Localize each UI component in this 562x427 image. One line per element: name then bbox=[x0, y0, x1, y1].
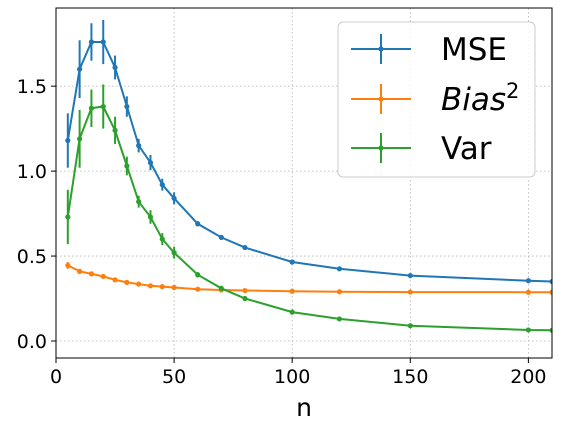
bias-point bbox=[112, 277, 118, 283]
legend-box bbox=[337, 21, 536, 178]
var-point bbox=[100, 103, 106, 110]
ticks: 0 50 100 150 200 0.0 0.5 1.0 1.5 bbox=[17, 76, 547, 388]
mse-point bbox=[136, 143, 142, 149]
bias-point bbox=[549, 289, 552, 295]
var-point bbox=[65, 214, 71, 220]
x-axis-label: n bbox=[296, 393, 312, 422]
var-point bbox=[289, 309, 295, 315]
bias-point bbox=[88, 271, 95, 277]
mse-point bbox=[100, 39, 106, 45]
mse-point bbox=[112, 64, 118, 71]
mse-point bbox=[525, 278, 531, 284]
y-tick-label: 0.0 bbox=[17, 331, 47, 353]
var-point bbox=[336, 316, 343, 322]
var-point bbox=[195, 272, 201, 278]
var-legend-label: Var bbox=[441, 131, 492, 167]
series-layer bbox=[65, 19, 552, 333]
bias-point bbox=[195, 286, 201, 292]
var-point bbox=[77, 136, 83, 142]
var-point bbox=[147, 214, 154, 220]
mse-legend-marker bbox=[378, 46, 384, 52]
mse-point bbox=[336, 266, 343, 272]
mse-point bbox=[195, 221, 201, 227]
x-tick-label: 50 bbox=[162, 366, 186, 388]
mse-point bbox=[88, 39, 95, 45]
var-point bbox=[407, 323, 413, 329]
legend: MSE Bias2 Var bbox=[337, 21, 536, 178]
plot-frame bbox=[55, 7, 553, 359]
x-tick-label: 0 bbox=[50, 366, 62, 388]
var-legend-marker bbox=[378, 145, 384, 151]
x-tick-label: 100 bbox=[274, 366, 310, 388]
bias-point bbox=[124, 279, 130, 285]
bias-legend-label: Bias2 bbox=[441, 79, 519, 118]
mse-point bbox=[77, 66, 83, 72]
mse-point bbox=[124, 103, 130, 110]
bias-point bbox=[525, 289, 531, 295]
x-tick-label: 200 bbox=[510, 366, 546, 388]
bias-point bbox=[289, 288, 295, 294]
var-point bbox=[136, 199, 142, 205]
bias-point bbox=[159, 284, 165, 290]
bias-point bbox=[77, 268, 83, 274]
mse-point bbox=[218, 234, 224, 240]
x-tick-label: 150 bbox=[392, 366, 428, 388]
var-point bbox=[242, 295, 248, 302]
var-point bbox=[159, 236, 165, 242]
var-point bbox=[218, 285, 224, 291]
var-point bbox=[124, 163, 130, 169]
mse-point bbox=[159, 182, 165, 188]
var-point bbox=[112, 127, 118, 133]
mse-legend-label: MSE bbox=[441, 32, 507, 68]
bias-point bbox=[242, 287, 248, 294]
mse-point bbox=[549, 278, 552, 285]
var-point bbox=[88, 105, 95, 111]
mse-point bbox=[407, 272, 413, 279]
var-point bbox=[171, 250, 177, 256]
mse-series bbox=[65, 19, 552, 285]
bias-point bbox=[171, 284, 177, 291]
mse-point bbox=[242, 244, 248, 251]
mse-point bbox=[65, 137, 71, 144]
bias-point bbox=[336, 289, 343, 295]
y-tick-label: 0.5 bbox=[17, 246, 47, 268]
bias-point bbox=[65, 262, 71, 269]
mse-point bbox=[147, 160, 154, 166]
bias-legend-marker bbox=[378, 96, 384, 102]
y-tick-label: 1.0 bbox=[17, 161, 47, 183]
y-tick-label: 1.5 bbox=[17, 76, 47, 98]
bias-point bbox=[147, 283, 154, 289]
var-point bbox=[525, 327, 531, 333]
bias-point bbox=[100, 273, 106, 280]
bias-point bbox=[136, 281, 142, 287]
mse-point bbox=[171, 195, 177, 201]
var-point bbox=[549, 327, 552, 333]
var-series bbox=[65, 84, 552, 333]
bias-point bbox=[407, 289, 413, 295]
bias-series bbox=[65, 262, 552, 295]
mse-point bbox=[289, 259, 295, 265]
